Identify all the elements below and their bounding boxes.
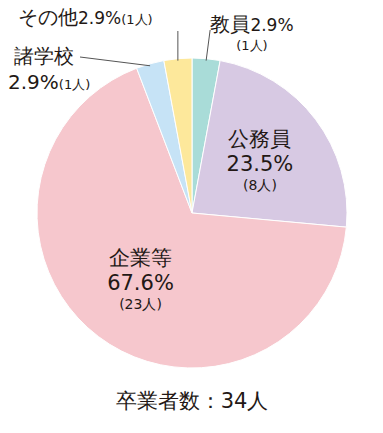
label: 教員2.9% [210, 12, 293, 36]
label-part: 67.6% [107, 271, 174, 295]
label-part: 2.9% [8, 70, 59, 94]
leader-line [80, 57, 150, 66]
label: 企業等 [109, 246, 172, 270]
label-part: (8人) [243, 177, 277, 193]
label-part: 2.9% [78, 8, 121, 28]
label-part: 諸学校 [14, 44, 74, 68]
label: 2.9%(1人) [8, 70, 90, 94]
label: (23人) [119, 296, 162, 312]
slices [37, 58, 347, 368]
label-part: (1人) [236, 38, 267, 53]
label-part: 教員 [210, 12, 250, 36]
label-part: (1人) [121, 12, 152, 27]
label-part: 企業等 [109, 246, 172, 270]
pie-chart: 教員2.9%(1人)公務員23.5%(8人)企業等67.6%(23人)諸学校2.… [0, 0, 383, 433]
chart-root: 教員2.9%(1人)公務員23.5%(8人)企業等67.6%(23人)諸学校2.… [0, 0, 383, 433]
label: 諸学校 [14, 44, 74, 68]
label-part: その他 [18, 5, 78, 29]
slice [164, 58, 192, 213]
label: (1人) [236, 38, 267, 53]
label-part: 23.5% [227, 152, 294, 176]
slice [192, 61, 347, 228]
label: その他2.9%(1人) [18, 5, 153, 29]
label-part: (1人) [59, 77, 90, 92]
caption: 卒業者数：34人 [116, 389, 269, 413]
labels: 教員2.9%(1人)公務員23.5%(8人)企業等67.6%(23人)諸学校2.… [8, 5, 294, 312]
label-part: 2.9% [250, 15, 293, 35]
leader-line [206, 30, 210, 61]
label: 67.6% [107, 271, 174, 295]
leader-line [177, 31, 178, 61]
label-part: 公務員 [228, 127, 291, 151]
label: 公務員 [228, 127, 291, 151]
label-part: (23人) [119, 296, 162, 312]
label: 23.5% [227, 152, 294, 176]
label: (8人) [243, 177, 277, 193]
